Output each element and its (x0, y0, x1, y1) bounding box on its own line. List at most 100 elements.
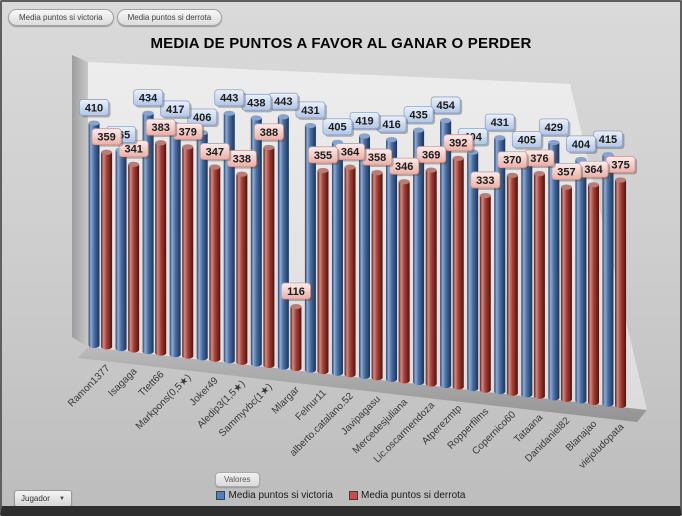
svg-text:454: 454 (436, 100, 455, 112)
value-label: 357 (551, 163, 583, 182)
value-label: 355 (308, 146, 340, 165)
bar-derrota-Javipagasu[interactable] (371, 170, 383, 381)
svg-text:429: 429 (545, 122, 563, 134)
value-label: 338 (226, 150, 259, 169)
legend-swatch-victoria (216, 491, 226, 500)
bar-derrota-Blanajao[interactable] (588, 182, 599, 405)
value-label: 359 (91, 128, 124, 147)
bar-victoria-Ramon1377[interactable] (88, 120, 100, 348)
bar-derrota-Mercedesjuliana[interactable] (398, 179, 410, 384)
value-label: 375 (605, 156, 638, 175)
svg-text:358: 358 (368, 152, 386, 164)
bar-derrota-Sammyvbc(1★)[interactable] (263, 144, 275, 368)
value-label: 358 (362, 148, 394, 168)
bar-victoria-Lic.oscarmendoza[interactable] (413, 127, 425, 386)
value-label: 405 (511, 131, 544, 150)
bar-derrota-Lic.oscarmendoza[interactable] (425, 167, 437, 387)
svg-text:443: 443 (220, 93, 238, 105)
bar-victoria-Danidaniel82[interactable] (548, 139, 560, 401)
bar-derrota-Isagaga[interactable] (128, 161, 140, 353)
svg-text:419: 419 (355, 115, 373, 127)
value-label: 431 (295, 101, 327, 120)
svg-text:376: 376 (530, 153, 548, 165)
svg-text:346: 346 (395, 161, 413, 173)
category-label: Mercedesjuliana (351, 397, 411, 457)
bar-derrota-alberto.catalano.52[interactable] (344, 164, 356, 378)
svg-text:416: 416 (382, 119, 400, 131)
value-label: 429 (538, 118, 571, 137)
bar-victoria-Ttett66[interactable] (142, 110, 154, 355)
bar-derrota-viejoludopata[interactable] (615, 177, 627, 409)
bar-derrota-Copernico60[interactable] (506, 172, 518, 396)
svg-text:434: 434 (139, 93, 158, 105)
svg-text:379: 379 (179, 126, 197, 138)
bar-victoria-Mercedesjuliana[interactable] (386, 136, 398, 382)
bar-derrota-Tataana[interactable] (533, 171, 545, 399)
bar-victoria-alberto.catalano.52[interactable] (331, 139, 343, 376)
player-dropdown-label: Jugador (21, 494, 50, 503)
bar-victoria-Copernico60[interactable] (494, 135, 506, 395)
legend-label-derrota: Media puntos si derrota (360, 490, 466, 501)
value-label: 410 (79, 99, 111, 118)
svg-text:417: 417 (166, 104, 184, 116)
legend-swatch-derrota (348, 491, 358, 500)
bar-victoria-Tataana[interactable] (521, 152, 533, 398)
svg-text:116: 116 (287, 286, 305, 298)
svg-text:410: 410 (85, 102, 103, 114)
chart-legend: Media puntos si victoria Media puntos si… (2, 490, 680, 501)
svg-text:355: 355 (314, 150, 332, 162)
bar-victoria-Sammyvbc(1★)[interactable] (250, 115, 262, 367)
category-label: Sammyvbc(1★) (217, 382, 275, 440)
value-label: 333 (470, 171, 502, 190)
bar-victoria-Joker49[interactable] (196, 130, 208, 361)
svg-text:375: 375 (611, 159, 629, 171)
value-label: 404 (566, 135, 598, 154)
value-label: 364 (578, 160, 610, 180)
bar-victoria-Blanajao[interactable] (575, 156, 587, 404)
bar-victoria-Felnur11[interactable] (304, 122, 316, 373)
bar-derrota-Mlargar[interactable] (290, 303, 302, 372)
plot-left-wall (72, 55, 88, 347)
svg-text:415: 415 (599, 134, 617, 146)
filter-chip-victoria[interactable]: Media puntos si victoria (8, 9, 114, 26)
bar-derrota-Markpons(0,5★)[interactable] (182, 144, 194, 359)
svg-text:404: 404 (572, 139, 591, 151)
bar-victoria-Aledip3(1,5★)[interactable] (223, 110, 235, 364)
bar-derrota-Ropperfilms[interactable] (479, 192, 491, 393)
bar-victoria-Atperezmtp[interactable] (440, 117, 452, 389)
player-dropdown[interactable]: Jugador ▼ (14, 490, 72, 506)
value-label: 435 (403, 106, 436, 125)
svg-text:438: 438 (247, 97, 265, 109)
bar-victoria-Markpons(0,5★)[interactable] (169, 121, 181, 358)
value-label: 346 (389, 157, 421, 177)
bar-derrota-Joker49[interactable] (209, 164, 221, 362)
svg-text:388: 388 (260, 127, 278, 139)
value-label: 416 (376, 115, 409, 134)
value-label: 417 (160, 100, 192, 119)
value-label: 364 (335, 143, 367, 162)
bar-derrota-Ramon1377[interactable] (101, 149, 113, 350)
value-label: 415 (593, 130, 625, 149)
svg-text:405: 405 (518, 135, 536, 147)
bar-victoria-Javipagasu[interactable] (359, 133, 370, 379)
svg-text:443: 443 (274, 96, 292, 108)
filter-chip-derrota[interactable]: Media puntos si derrota (116, 9, 223, 26)
category-label: Ramon1377 (66, 363, 113, 410)
svg-text:357: 357 (557, 167, 575, 179)
svg-text:431: 431 (491, 117, 509, 129)
svg-text:406: 406 (193, 112, 211, 124)
svg-text:370: 370 (503, 155, 521, 167)
value-label: 419 (349, 111, 381, 131)
bar-victoria-Isagaga[interactable] (115, 147, 127, 352)
bar-derrota-Aledip3(1,5★)[interactable] (236, 171, 248, 365)
bar-victoria-viejoludopata[interactable] (602, 151, 614, 407)
values-field-button[interactable]: Valores (215, 472, 260, 487)
bar-derrota-Ttett66[interactable] (155, 140, 167, 356)
bar-derrota-Danidaniel82[interactable] (560, 184, 572, 402)
bar-derrota-Atperezmtp[interactable] (452, 155, 464, 390)
bar-derrota-Felnur11[interactable] (317, 167, 329, 375)
value-label: 369 (416, 146, 448, 165)
bar-victoria-Mlargar[interactable] (277, 114, 289, 370)
